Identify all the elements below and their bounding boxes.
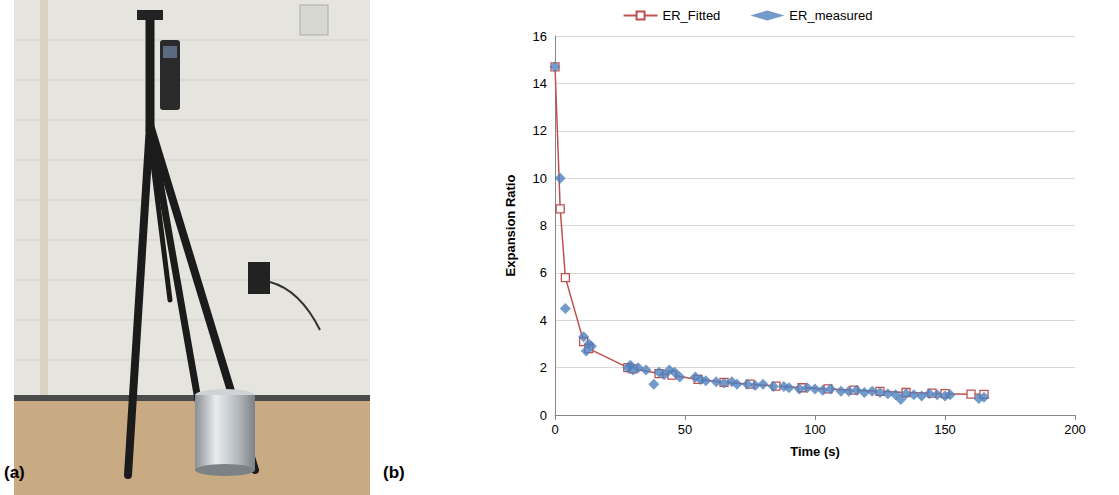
svg-text:Time (s): Time (s): [790, 444, 840, 459]
svg-text:200: 200: [1064, 422, 1086, 437]
svg-text:16: 16: [533, 29, 547, 44]
svg-text:6: 6: [540, 265, 547, 280]
svg-text:4: 4: [540, 313, 547, 328]
svg-text:ER_measured: ER_measured: [789, 8, 872, 23]
svg-text:0: 0: [540, 408, 547, 423]
html-text:(b): (b): [383, 463, 405, 482]
svg-text:100: 100: [804, 422, 826, 437]
svg-text:14: 14: [533, 76, 547, 91]
svg-text:ER_Fitted: ER_Fitted: [663, 8, 721, 23]
svg-text:50: 50: [678, 422, 692, 437]
svg-text:Expansion Ratio: Expansion Ratio: [503, 175, 518, 277]
svg-text:12: 12: [533, 123, 547, 138]
svg-text:10: 10: [533, 171, 547, 186]
html-text:(a): (a): [4, 463, 25, 482]
svg-text:2: 2: [540, 360, 547, 375]
svg-text:150: 150: [934, 422, 956, 437]
svg-text:0: 0: [551, 422, 558, 437]
svg-text:8: 8: [540, 218, 547, 233]
